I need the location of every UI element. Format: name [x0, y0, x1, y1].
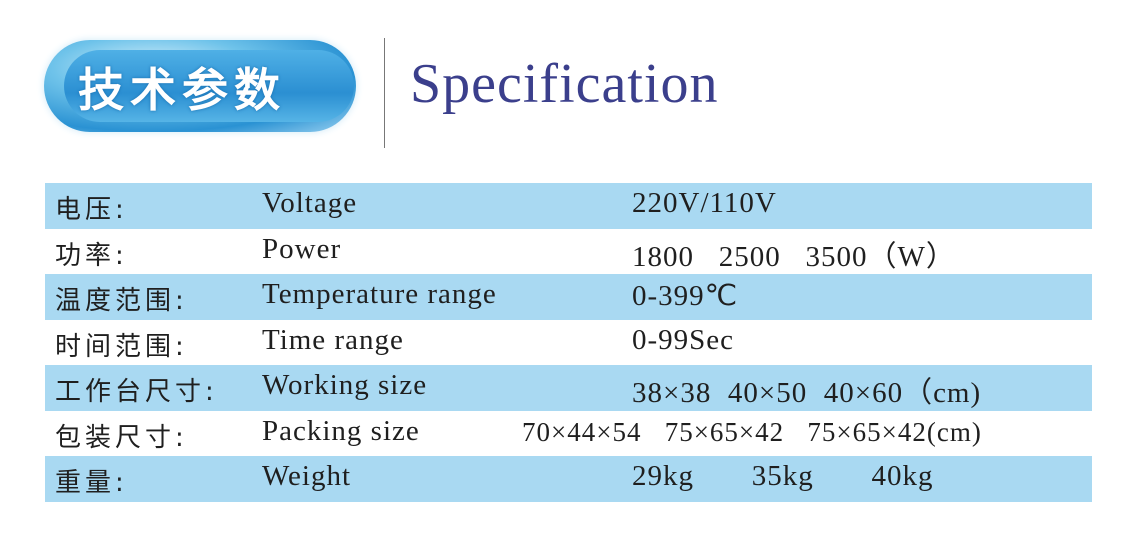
label-en: Working size	[262, 369, 428, 401]
label-cn: 电压:	[55, 195, 128, 225]
label-en: Power	[262, 232, 342, 265]
table-row: 工作台尺寸: Working size 38×38 40×50 40×60（cm…	[45, 365, 1092, 411]
table-row: 时间范围: Time range 0-99Sec	[45, 320, 1092, 366]
value: 0-99Sec	[632, 323, 735, 356]
table-row: 电压: Voltage 220V/110V	[45, 183, 1092, 229]
label-cn: 重量:	[55, 468, 128, 498]
label-en: Weight	[262, 460, 352, 492]
label-cn: 功率:	[55, 240, 128, 271]
section-badge-text: 技术参数	[78, 63, 286, 117]
value: 0-399℃	[632, 280, 739, 312]
table-row: 温度范围: Temperature range 0-399℃	[45, 274, 1092, 320]
section-badge-inner	[64, 50, 354, 122]
value: 29kg 35kg 40kg	[632, 460, 934, 492]
label-cn: 温度范围:	[55, 286, 188, 316]
spec-table: 电压: Voltage 220V/110V 功率: Power 1800 250…	[45, 183, 1092, 502]
value: 1800 2500 3500（W）	[632, 240, 956, 273]
page-title: Specification	[410, 53, 719, 115]
table-row: 包装尺寸: Packing size 70×44×54 75×65×42 75×…	[45, 411, 1092, 457]
table-row: 功率: Power 1800 2500 3500（W）	[45, 229, 1092, 275]
label-cn: 工作台尺寸:	[55, 377, 218, 407]
label-cn: 时间范围:	[55, 331, 188, 362]
label-en: Packing size	[262, 414, 420, 447]
label-en: Time range	[262, 323, 404, 356]
label-cn: 包装尺寸:	[55, 422, 188, 453]
label-en: Temperature range	[262, 278, 497, 310]
value: 38×38 40×50 40×60（cm)	[632, 377, 982, 409]
value: 220V/110V	[632, 187, 777, 219]
header-divider	[384, 38, 385, 148]
label-en: Voltage	[262, 187, 358, 219]
value: 70×44×54 75×65×42 75×65×42(cm)	[522, 416, 982, 447]
table-row: 重量: Weight 29kg 35kg 40kg	[45, 456, 1092, 502]
